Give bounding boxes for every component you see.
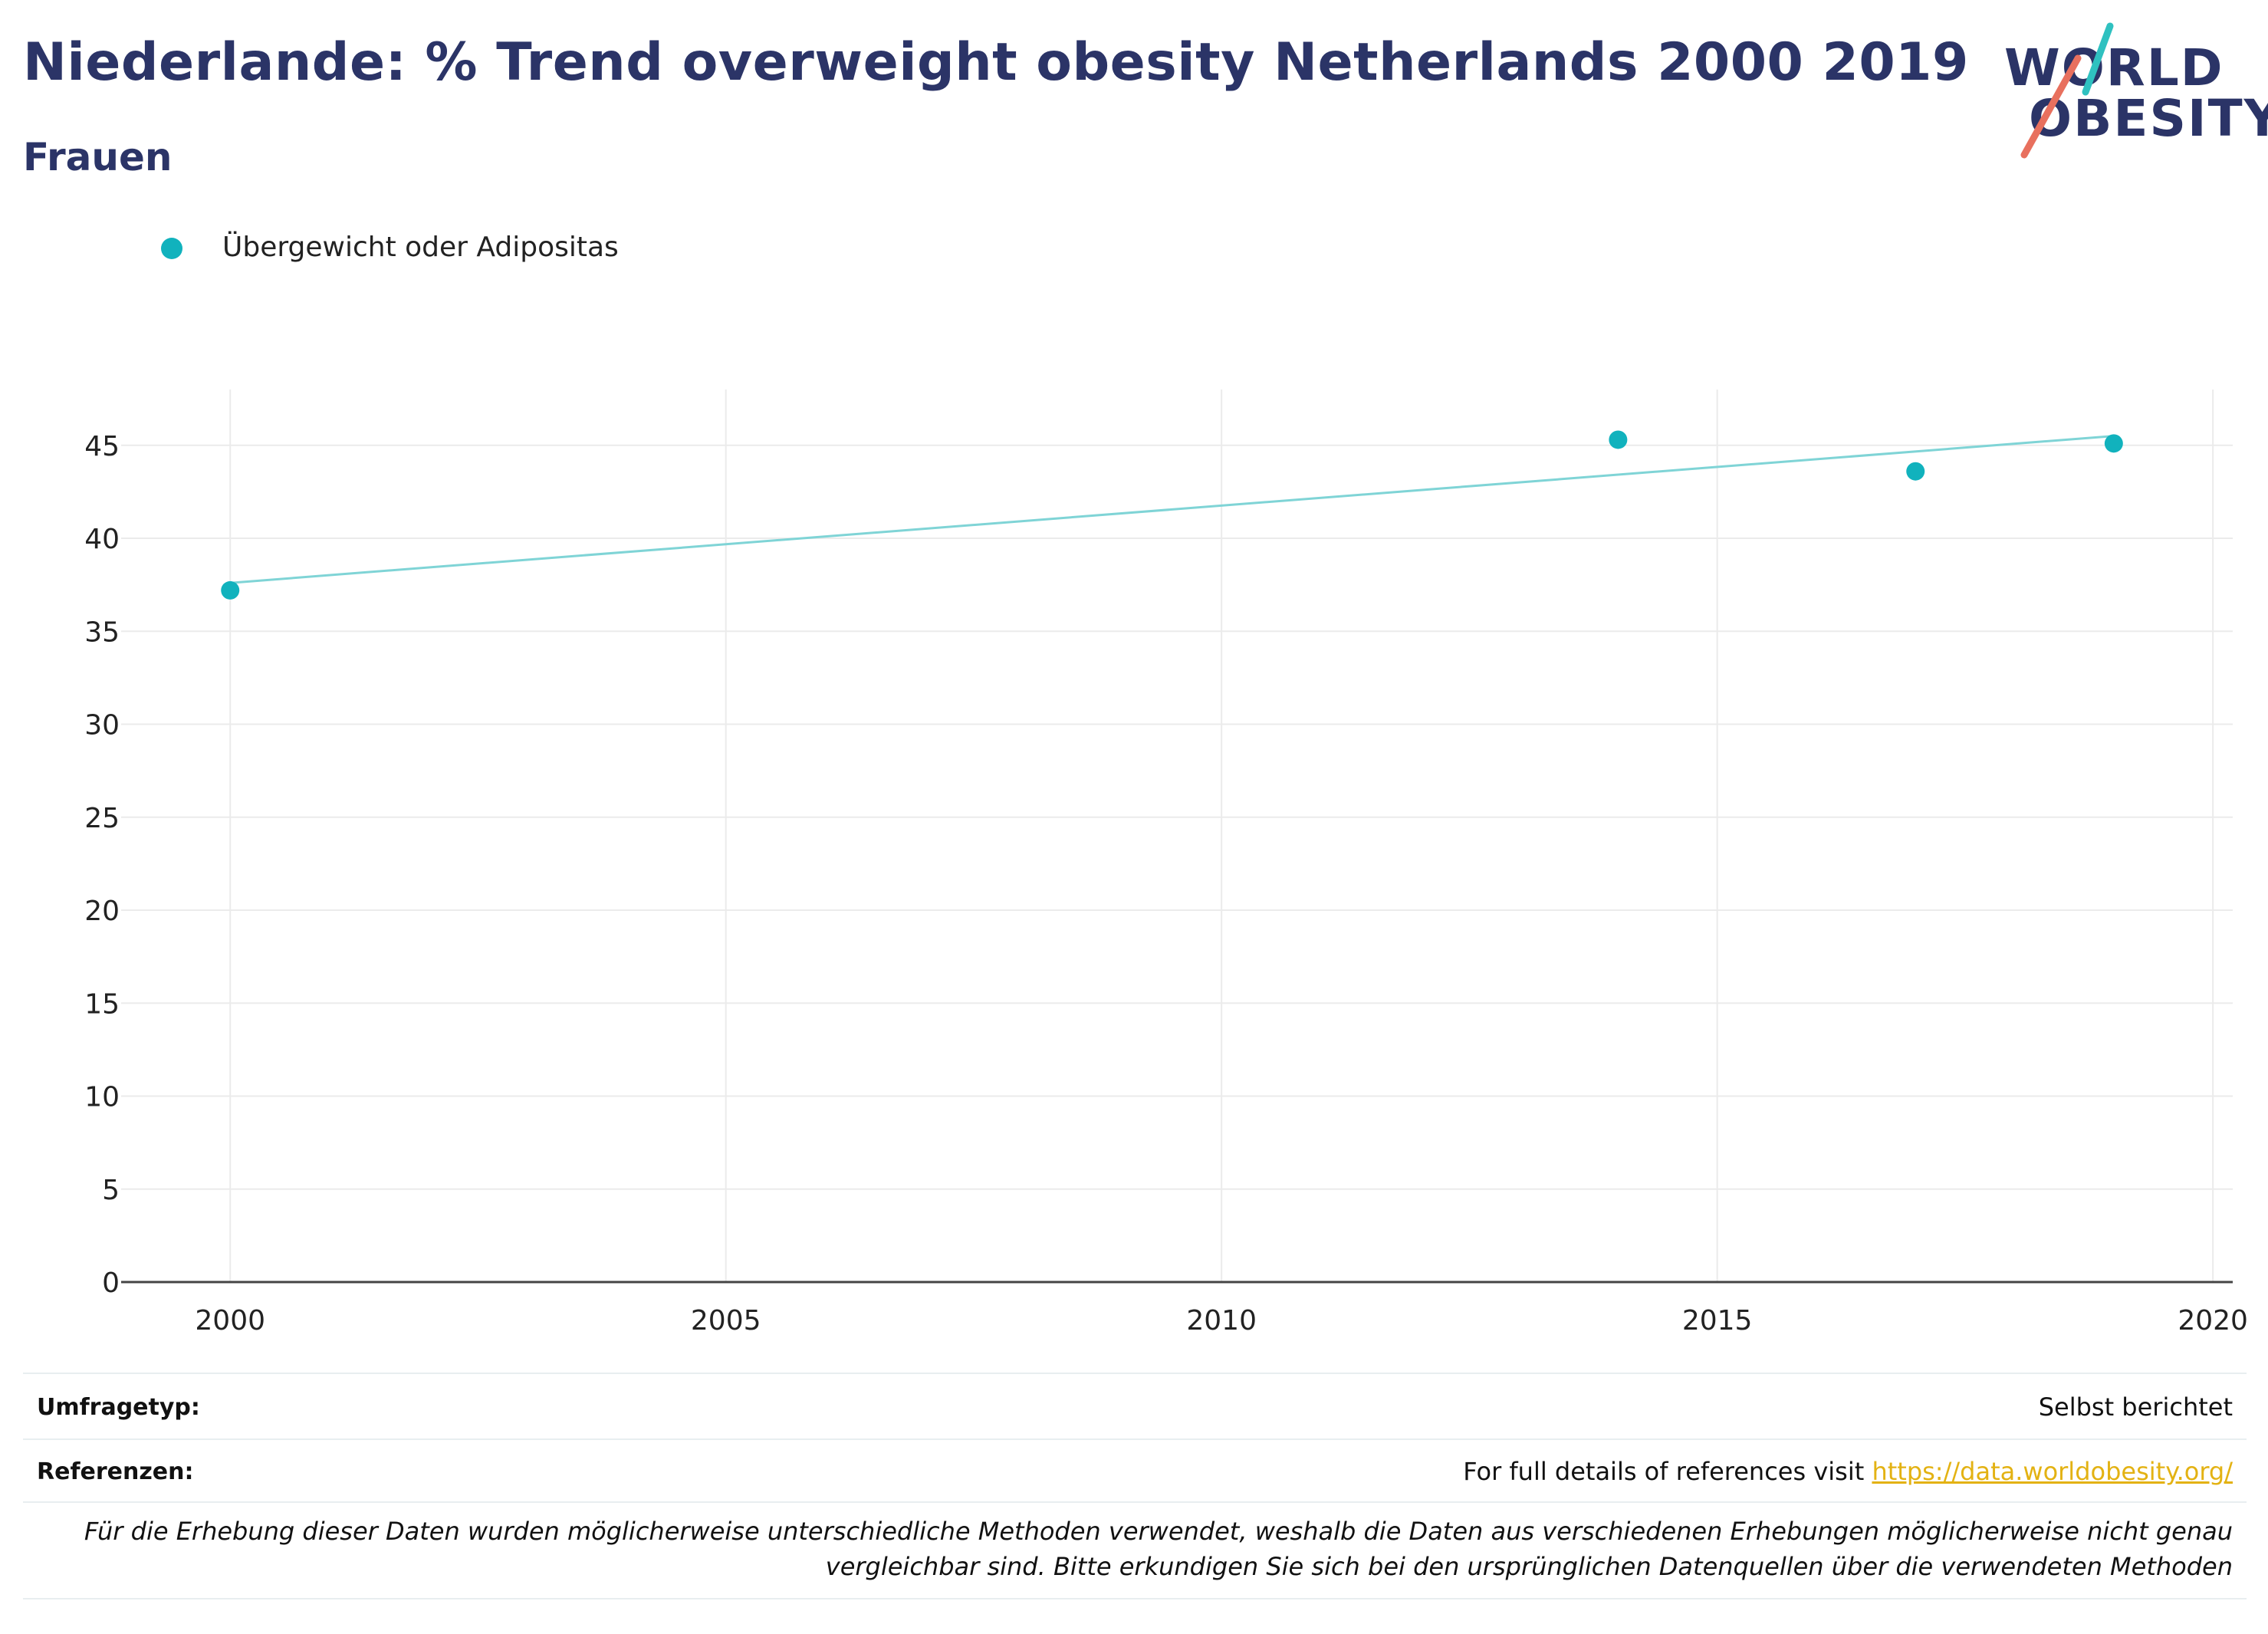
footer-references-row: Referenzen: For full details of referenc… (23, 1438, 2247, 1503)
data-point (221, 580, 240, 600)
chart-title: Niederlande: % Trend overweight obesity … (23, 32, 1969, 93)
data-point (1906, 462, 1925, 481)
y-tick-label: 25 (84, 803, 120, 834)
y-tick-label: 0 (102, 1267, 120, 1299)
data-point (1609, 430, 1628, 449)
legend-label: Übergewicht oder Adipositas (222, 232, 619, 263)
logo-text-obesity: OBESITY (2029, 89, 2268, 148)
x-tick-label: 2005 (691, 1305, 761, 1334)
y-tick-label: 10 (84, 1082, 120, 1113)
world-obesity-logo: WORLD OBESITY (1994, 21, 2268, 159)
references-text: For full details of references visit (1463, 1457, 1872, 1486)
x-tick-label: 2020 (2178, 1305, 2248, 1334)
legend-marker-icon (161, 238, 182, 259)
y-tick-label: 15 (84, 988, 120, 1020)
scatter-chart: 2000 2005 2010 2015 2020 0 5 10 15 20 25 30 35 40 45 (84, 390, 2248, 1334)
methodology-note: Für die Erhebung dieser Daten wurden mög… (84, 1517, 2233, 1581)
chart-subtitle: Frauen (23, 135, 173, 179)
survey-type-label: Umfragetyp: (37, 1394, 200, 1421)
references-label: Referenzen: (37, 1458, 194, 1485)
footer-survey-row: Umfragetyp: Selbst berichtet (23, 1373, 2247, 1440)
y-tick-label: 35 (84, 616, 120, 648)
x-tick-label: 2010 (1186, 1305, 1257, 1334)
logo-slash-icon (2020, 22, 2114, 159)
references-value: For full details of references visit htt… (1463, 1457, 2233, 1486)
y-tick-label: 45 (84, 431, 120, 462)
y-tick-label: 40 (84, 524, 120, 555)
references-link[interactable]: https://data.worldobesity.org/ (1872, 1457, 2233, 1486)
y-tick-label: 20 (84, 896, 120, 927)
trend-line (230, 435, 2114, 584)
x-tick-label: 2000 (195, 1305, 265, 1334)
footer-note-row: Für die Erhebung dieser Daten wurden mög… (23, 1503, 2247, 1599)
logo-text-world: WORLD (2004, 38, 2224, 97)
x-tick-label: 2015 (1682, 1305, 1753, 1334)
data-point (2104, 434, 2123, 453)
y-tick-label: 30 (84, 710, 120, 741)
y-tick-label: 5 (102, 1175, 120, 1206)
survey-type-value: Selbst berichtet (2038, 1392, 2233, 1422)
